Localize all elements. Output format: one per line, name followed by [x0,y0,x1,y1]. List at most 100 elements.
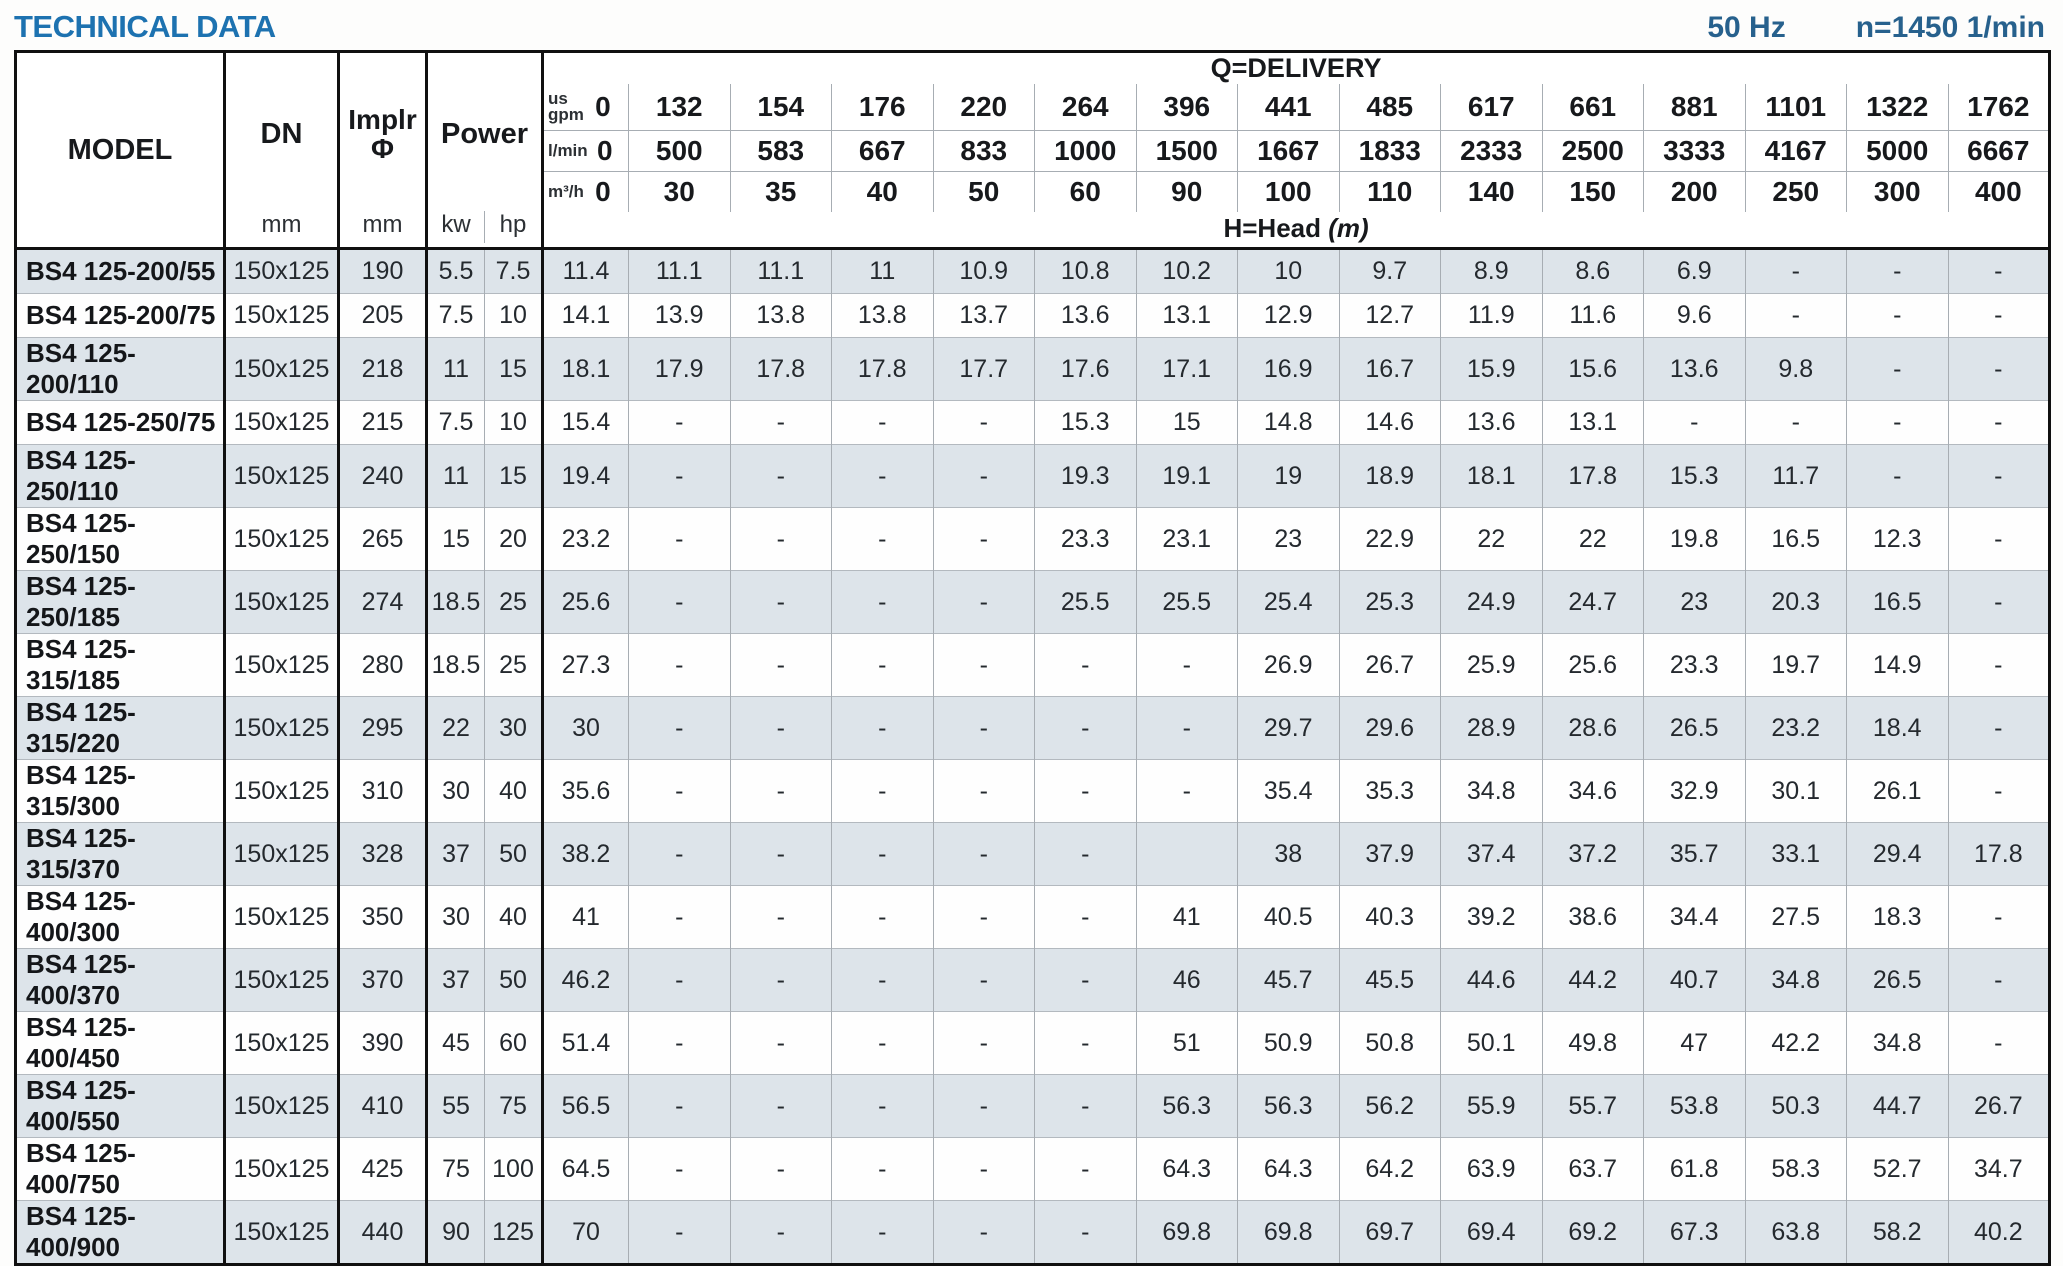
power-kw-cell: 37 [426,948,485,1012]
impeller-cell: 190 [338,248,428,294]
head-cell: 35.6 [541,759,629,823]
flow-unit-label: l/min [548,140,588,160]
head-cell: 19.4 [541,444,629,508]
head-cell [1135,822,1238,886]
head-band-label: H=Head (m) [542,212,2050,249]
head-cell: - [831,1011,933,1075]
head-cell: 34.6 [1541,759,1644,823]
power-hp-cell: 25 [484,570,544,634]
power-kw-cell: 75 [426,1137,485,1201]
model-cell: BS4 125-315/220 [15,696,226,760]
dn-cell: 150x125 [224,570,340,634]
head-cell: - [831,1200,933,1265]
table-row: BS4 125-400/900 150x125 440 90 125 70- - - - -69.… [15,1200,2050,1265]
table-row: BS4 125-315/370 150x125 328 37 50 38.2- - - - -38… [15,822,2050,886]
head-cell: - [831,885,933,949]
flow-value: 50 [932,171,1035,212]
head-cell: 26.5 [1846,948,1948,1012]
head-cell: 19.3 [1034,444,1136,508]
flow-value: 264 [1034,84,1136,131]
head-cell: 25.4 [1237,570,1339,634]
head-cell: - [628,1137,730,1201]
head-cell: 23 [1237,507,1339,571]
flow-value: 0 [597,135,613,166]
power-unit-row: kw hp [428,211,541,243]
flow-row-m3-h: m³/h 0 30 35 40 50 60 90 100 110 140 150 200 250 300 40… [16,171,2050,212]
head-cell: 50.9 [1237,1011,1339,1075]
head-cell: - [831,400,933,445]
head-cell: 23 [1643,570,1745,634]
head-cell: - [628,507,730,571]
dn-cell: 150x125 [224,1074,340,1138]
head-cell: - [932,885,1035,949]
head-cell: 15.6 [1541,337,1644,401]
head-cell: 53.8 [1643,1074,1745,1138]
head-cell: - [1643,400,1745,445]
head-cell: 29.4 [1846,822,1948,886]
head-cell: 25.6 [1541,633,1644,697]
model-header-label: MODEL [67,133,173,166]
head-cell: - [1034,1074,1136,1138]
head-cell: 10 [1237,248,1339,294]
head-cell: - [628,696,730,760]
head-cell: - [628,633,730,697]
head-cell: - [628,400,730,445]
table-row: BS4 125-200/55 150x125 190 5.5 7.5 11.4 11.1 11… [15,248,2050,294]
head-cell: - [1034,759,1136,823]
head-cell: - [729,1011,832,1075]
head-cell: - [1947,400,2050,445]
head-cell: 13.9 [628,293,730,338]
head-cell: - [1135,696,1238,760]
head-cell: 12.3 [1846,507,1948,571]
head-cell: - [628,1200,730,1265]
head-cell: 11.1 [729,248,832,294]
head-cell: 9.6 [1643,293,1745,338]
head-cell: 16.7 [1338,337,1441,401]
head-cell: 18.3 [1846,885,1948,949]
head-cell: 15.3 [1643,444,1745,508]
power-unit-kw: kw [441,211,471,238]
power-kw-cell: 55 [426,1074,485,1138]
head-cell: 14.6 [1338,400,1441,445]
head-cell: 13.1 [1135,293,1238,338]
speed-label: n=1450 1/min [1855,11,2045,44]
head-cell: - [729,570,832,634]
head-cell: - [1947,948,2050,1012]
power-kw-cell: 18.5 [426,633,485,697]
dn-cell: 150x125 [224,633,340,697]
head-cell: 37.2 [1541,822,1644,886]
head-cell: 9.8 [1744,337,1847,401]
power-kw-cell: 37 [426,822,485,886]
head-cell: 26.7 [1947,1074,2050,1138]
flow-value: 140 [1440,171,1542,212]
head-cell: 16.5 [1744,507,1847,571]
power-hp-cell: 125 [484,1200,544,1265]
frequency-label: 50 Hz [1707,11,1786,44]
head-cell: - [831,507,933,571]
head-cell: - [1034,1200,1136,1265]
head-cell: - [729,822,832,886]
head-cell: 64.5 [541,1137,629,1201]
head-cell: - [729,1074,832,1138]
head-cell: 19.8 [1643,507,1745,571]
head-cell: 63.7 [1541,1137,1644,1201]
power-kw-cell: 30 [426,759,485,823]
head-cell: 17.8 [1947,822,2050,886]
head-cell: 56.5 [541,1074,629,1138]
dn-header-label: DN [260,117,303,150]
flow-value: 3333 [1643,130,1745,172]
power-hp-cell: 40 [484,885,544,949]
head-cell: 34.8 [1744,948,1847,1012]
flow-row-us-gpm: us gpm 0 132 154 176 220 264 396 441 485 617 661 881 1… [16,84,2050,131]
power-hp-cell: 60 [484,1011,544,1075]
head-cell: 23.1 [1135,507,1238,571]
head-cell: 25.3 [1338,570,1441,634]
head-cell: 26.7 [1338,633,1441,697]
head-cell: 51.4 [541,1011,629,1075]
head-cell: 26.9 [1237,633,1339,697]
table-row: BS4 125-200/110 150x125 218 11 15 18.1 17.9 17.… [15,337,2050,401]
head-cell: 40.5 [1237,885,1339,949]
head-cell: - [831,1074,933,1138]
head-cell: 29.7 [1237,696,1339,760]
technical-data-table: MODEL DN mm Implr Φ mm Powe [14,50,2052,1266]
